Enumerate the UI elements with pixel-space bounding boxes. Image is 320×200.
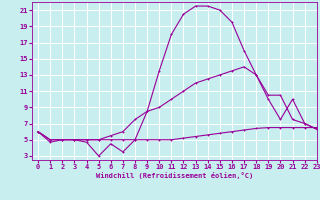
X-axis label: Windchill (Refroidissement éolien,°C): Windchill (Refroidissement éolien,°C) bbox=[96, 172, 253, 179]
